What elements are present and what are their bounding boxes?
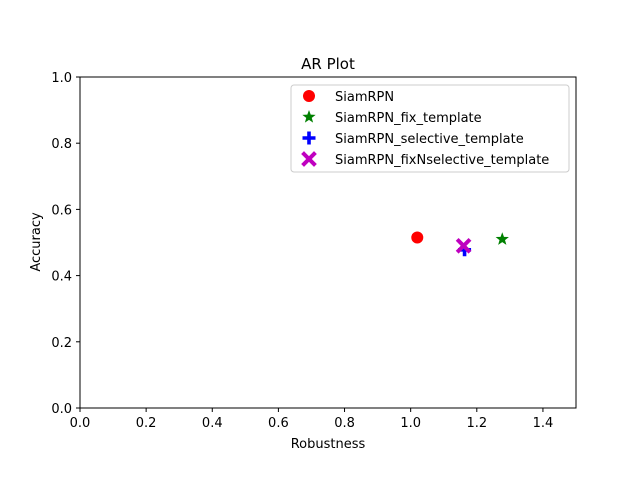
- x-tick-label: 0.2: [136, 416, 157, 431]
- y-tick-label: 0.6: [51, 203, 72, 218]
- x-tick-label: 1.4: [533, 416, 554, 431]
- y-axis-ticks: 0.0 0.2 0.4 0.6 0.8 1.0: [51, 71, 80, 417]
- legend-marker-x: [301, 151, 317, 167]
- y-tick-label: 0.2: [51, 336, 72, 351]
- legend-label: SiamRPN_fix_template: [335, 111, 482, 126]
- y-axis-label: Accuracy: [29, 212, 44, 272]
- y-tick-label: 0.0: [51, 402, 72, 417]
- legend-label: SiamRPN: [335, 90, 394, 105]
- y-tick-label: 0.4: [51, 270, 72, 285]
- data-point-circle: [411, 231, 424, 244]
- legend-label: SiamRPN_selective_template: [335, 132, 524, 147]
- data-point-x: [455, 237, 472, 254]
- data-points: [411, 231, 509, 257]
- x-tick-label: 0.6: [268, 416, 289, 431]
- legend: SiamRPN SiamRPN_fix_template SiamRPN_selec…: [290, 84, 570, 173]
- x-axis-ticks: 0.0 0.2 0.4 0.6 0.8 1.0 1.2 1.4: [70, 408, 554, 431]
- legend-label: SiamRPN_fixNselective_template: [335, 153, 549, 168]
- x-axis-label: Robustness: [291, 437, 366, 452]
- legend-marker-star: [302, 110, 316, 123]
- data-point-plus: [458, 243, 472, 257]
- y-tick-label: 1.0: [51, 71, 72, 86]
- data-point-star: [495, 232, 509, 245]
- x-tick-label: 1.2: [466, 416, 487, 431]
- legend-box: [290, 84, 570, 173]
- x-tick-label: 0.0: [70, 416, 91, 431]
- legend-marker-circle: [303, 90, 315, 102]
- y-tick-label: 0.8: [51, 137, 72, 152]
- plot-area-frame: [79, 76, 577, 409]
- chart-title: AR Plot: [301, 55, 355, 73]
- legend-marker-plus: [302, 131, 316, 145]
- x-tick-label: 0.4: [202, 416, 223, 431]
- x-tick-label: 1.0: [400, 416, 421, 431]
- x-tick-label: 0.8: [334, 416, 355, 431]
